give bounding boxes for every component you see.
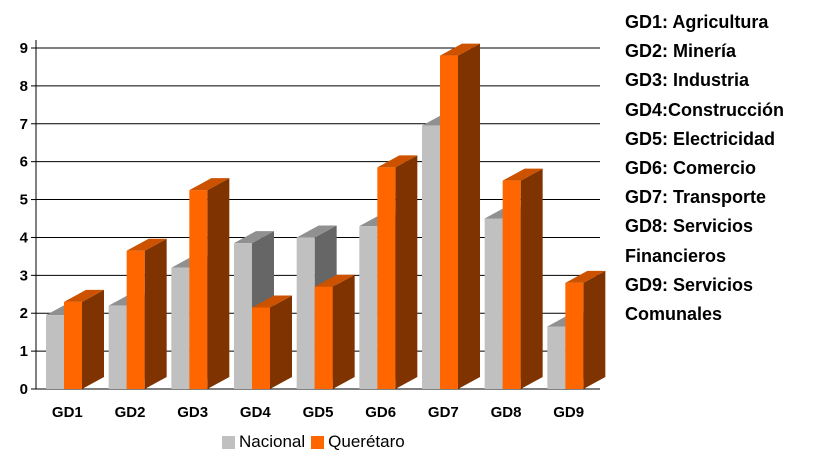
x-tick-label: GD9 xyxy=(553,404,584,421)
bar-gd8-nacional-front xyxy=(484,218,503,389)
y-tick-label: 5 xyxy=(20,192,28,209)
bar-gd7-nacional-front xyxy=(422,125,440,389)
key-line: GD6: Comercio xyxy=(625,157,757,178)
bar-gd1-queretaro-top xyxy=(64,289,104,302)
bar-gd9-queretaro-side xyxy=(583,270,606,389)
bar-gd3-queretaro xyxy=(189,178,230,389)
bar-gd3-queretaro-front xyxy=(189,190,208,389)
bar-gd6-nacional-front xyxy=(359,226,378,389)
bar-gd1-queretaro xyxy=(64,289,104,389)
y-tick-label: 9 xyxy=(20,40,28,57)
legend-label-nacional: Nacional xyxy=(239,432,306,451)
legend-swatch-queretaro xyxy=(311,435,325,449)
key-line: GD2: Minería xyxy=(625,41,737,62)
bar-gd1-queretaro-side xyxy=(82,289,104,389)
bar-gd2-queretaro-top xyxy=(126,238,167,251)
bar-gd6-queretaro-top xyxy=(377,155,418,168)
bar-gd1-queretaro-front xyxy=(64,301,82,389)
key-line: GD8: Servicios xyxy=(625,216,754,237)
legend-label-queretaro: Querétaro xyxy=(328,432,405,451)
x-tick-label: GD1 xyxy=(52,404,83,421)
legend-item-nacional: Nacional xyxy=(222,432,305,452)
y-tick-label: 2 xyxy=(20,305,28,322)
bar-gd6-queretaro xyxy=(377,155,418,389)
bar-gd8-queretaro-front xyxy=(502,180,521,389)
key-line: GD7: Transporte xyxy=(625,187,767,208)
y-tick-label: 3 xyxy=(20,267,28,284)
bar-gd5-nacional-top xyxy=(296,225,337,238)
bar-gd5-queretaro-front xyxy=(314,286,333,389)
bar-gd8-queretaro xyxy=(502,168,543,389)
legend-swatch-nacional xyxy=(222,435,235,449)
bar-gd7-queretaro-side xyxy=(458,43,480,389)
x-tick-label: GD4 xyxy=(240,404,272,421)
bar-gd4-nacional-top xyxy=(234,231,274,244)
bar-gd9-queretaro-top xyxy=(565,270,606,283)
x-tick-label: GD2 xyxy=(115,404,146,421)
bar-gd2-queretaro xyxy=(126,238,167,389)
bar-gd7-queretaro xyxy=(440,43,480,389)
x-tick-label: GD6 xyxy=(365,404,396,421)
bar-gd9-queretaro-front xyxy=(565,282,584,389)
y-tick-label: 4 xyxy=(20,229,29,246)
bar-gd9-queretaro xyxy=(565,270,606,389)
key-line: GD4:Construcción xyxy=(625,99,785,120)
bar-gd5-queretaro xyxy=(314,274,355,389)
bar-gd8-queretaro-top xyxy=(502,168,543,181)
bar-gd5-nacional-front xyxy=(296,237,315,389)
bar-gd8-queretaro-side xyxy=(520,168,543,389)
key-line: GD3: Industria xyxy=(625,70,750,91)
key-line: GD5: Electricidad xyxy=(625,128,776,149)
bar-gd4-queretaro-side xyxy=(270,295,292,389)
bar-gd2-queretaro-side xyxy=(144,238,167,389)
bar-gd1-nacional-front xyxy=(46,315,64,389)
x-tick-label: GD8 xyxy=(491,404,522,421)
bar-gd2-queretaro-front xyxy=(126,250,145,389)
bar-gd7-queretaro-top xyxy=(440,43,480,56)
key-line: Financieros xyxy=(625,245,727,266)
y-tick-label: 6 xyxy=(20,154,28,171)
bar-gd5-queretaro-top xyxy=(314,274,355,287)
x-tick-label: GD7 xyxy=(428,404,459,421)
bar-gd5-queretaro-side xyxy=(332,274,355,389)
y-tick-label: 7 xyxy=(20,116,28,133)
x-tick-label: GD3 xyxy=(177,404,208,421)
key-line: GD1: Agricultura xyxy=(625,12,769,32)
bar-gd2-nacional-front xyxy=(108,305,127,389)
legend-item-queretaro: Querétaro xyxy=(311,432,405,452)
y-tick-label: 8 xyxy=(20,78,28,95)
bar-gd9-nacional-front xyxy=(547,326,566,389)
bar-gd6-queretaro-front xyxy=(377,167,396,389)
bar-gd7-queretaro-front xyxy=(440,55,458,389)
bar-gd3-nacional-front xyxy=(171,267,190,389)
bar-gd4-queretaro xyxy=(252,295,292,389)
bar-gd4-nacional-front xyxy=(234,243,252,389)
category-key: GD1: Agricultura GD2: Minería GD3: Indus… xyxy=(625,8,784,329)
key-line: GD9: Servicios xyxy=(625,274,754,295)
bar-gd3-queretaro-side xyxy=(207,178,230,389)
x-tick-label: GD5 xyxy=(303,404,334,421)
bar-gd4-queretaro-front xyxy=(252,307,270,389)
bar-gd3-queretaro-top xyxy=(189,178,230,191)
bar-gd4-queretaro-top xyxy=(252,295,292,308)
y-tick-label: 1 xyxy=(20,343,28,360)
key-line: Comunales xyxy=(625,303,723,324)
legend: Nacional Querétaro xyxy=(222,432,411,452)
y-tick-label: 0 xyxy=(20,381,28,398)
bar-gd6-queretaro-side xyxy=(395,155,418,389)
